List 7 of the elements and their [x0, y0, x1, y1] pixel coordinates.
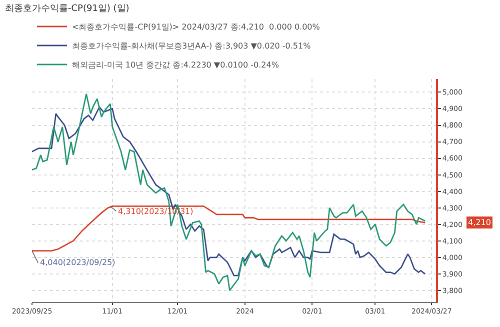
text: 4,210 [468, 218, 491, 227]
legend-label: <최종호가수익률-CP(91일)> 2024/03/27 종:4,210 0.000 0.00% [72, 22, 320, 32]
legend-label: 최종호가수익률-회사채(무보증3년AA-) 종:3,903 ▼0.020 -0.51% [72, 42, 312, 51]
line-series [32, 205, 426, 252]
chart-title: 최종호가수익률-CP(91일) (일) [5, 4, 130, 14]
legend-label: 해외금리-미국 10년 중간값 종:4.2230 ▼0.0100 -0.24% [72, 60, 280, 70]
annotation: 4,040(2023/09/25) [40, 258, 116, 267]
